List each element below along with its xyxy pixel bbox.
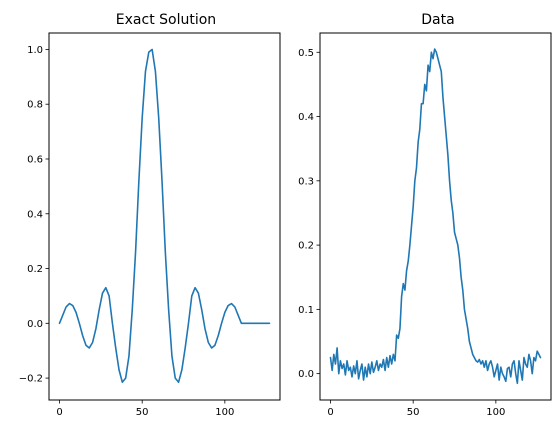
left-y-tick-label: 0.4 bbox=[27, 209, 43, 220]
left-chart-title: Exact Solution bbox=[116, 12, 216, 28]
right-chart-title: Data bbox=[421, 12, 454, 28]
left-x-axis: 0 50 100 bbox=[56, 400, 234, 418]
right-y-axis: 0.0 0.1 0.2 0.3 0.4 0.5 bbox=[298, 48, 320, 380]
right-x-tick-label: 0 bbox=[327, 407, 333, 418]
left-y-tick-label: 1.0 bbox=[27, 45, 43, 56]
right-plot-frame bbox=[319, 32, 552, 401]
right-y-tick-label: 0.3 bbox=[298, 176, 314, 187]
right-y-tick-label: 0.2 bbox=[298, 241, 314, 252]
left-x-tick-label: 100 bbox=[215, 407, 234, 418]
right-y-tick-label: 0.1 bbox=[298, 305, 314, 316]
right-subplot: Data 0.0 0.1 0.2 0.3 0.4 0.5 0 50 100 bbox=[298, 12, 552, 418]
left-x-tick-label: 50 bbox=[136, 407, 149, 418]
left-y-tick-label: 0.8 bbox=[27, 100, 43, 111]
left-y-tick-label: 0.6 bbox=[27, 154, 43, 165]
left-x-tick-label: 0 bbox=[56, 407, 62, 418]
left-y-axis: −0.2 0.0 0.2 0.4 0.6 0.8 1.0 bbox=[19, 45, 49, 385]
right-x-tick-label: 100 bbox=[486, 407, 505, 418]
right-x-axis: 0 50 100 bbox=[327, 400, 505, 418]
left-y-tick-label: 0.2 bbox=[27, 264, 43, 275]
right-y-tick-label: 0.5 bbox=[298, 48, 314, 59]
left-y-tick-label: 0.0 bbox=[27, 319, 43, 330]
right-y-tick-label: 0.4 bbox=[298, 112, 314, 123]
right-x-tick-label: 50 bbox=[407, 407, 420, 418]
left-y-tick-label: −0.2 bbox=[19, 374, 43, 385]
right-series-line bbox=[329, 48, 542, 385]
right-y-tick-label: 0.0 bbox=[298, 369, 314, 380]
left-subplot: Exact Solution −0.2 0.0 0.2 0.4 0.6 0.8 1.0 0 5… bbox=[19, 12, 281, 418]
left-series-line bbox=[58, 48, 271, 383]
left-plot-frame bbox=[48, 32, 281, 401]
